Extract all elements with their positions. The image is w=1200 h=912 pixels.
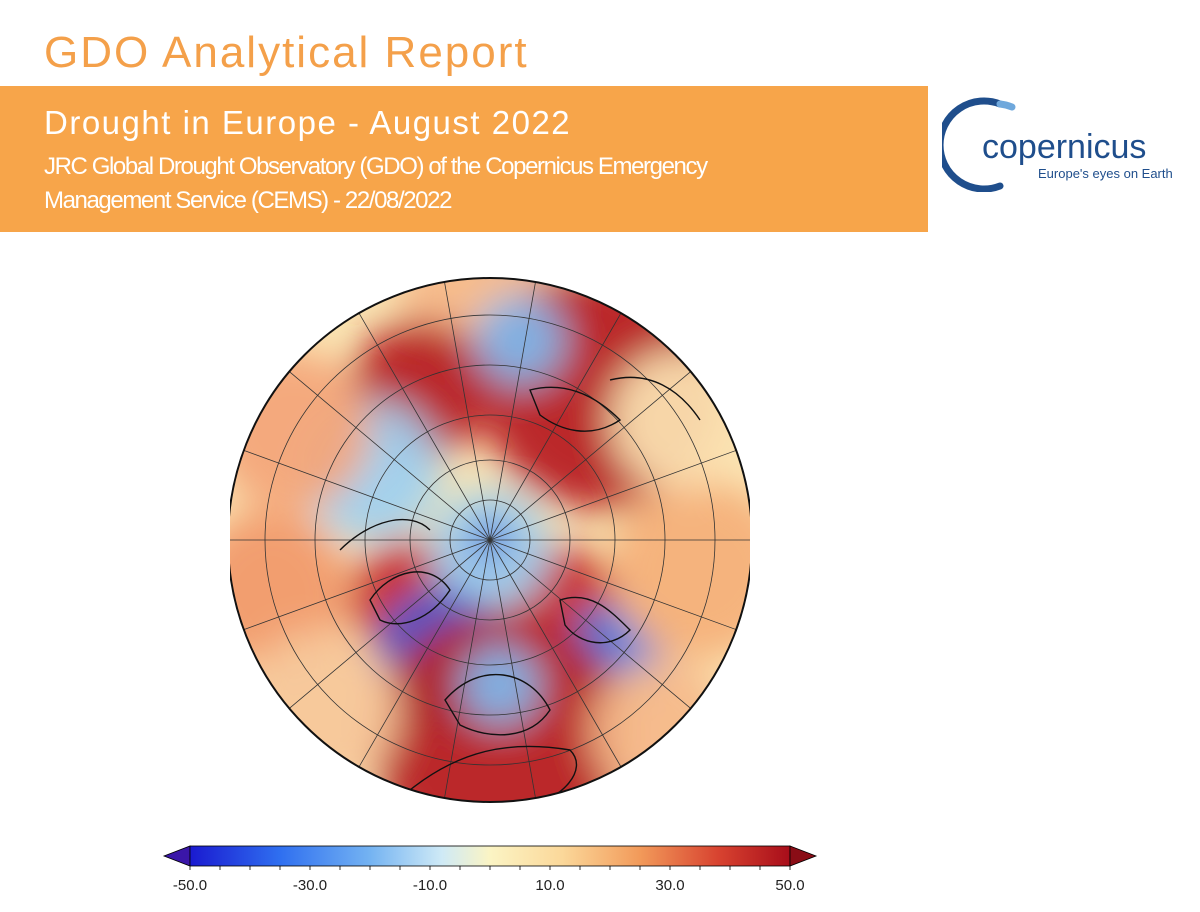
meridian xyxy=(282,539,491,714)
report-subtitle: JRC Global Drought Observatory (GDO) of … xyxy=(44,150,904,218)
meridian xyxy=(489,539,626,775)
anomaly-region xyxy=(240,630,400,790)
meridian xyxy=(489,278,538,541)
colorbar-high-arrow xyxy=(789,845,818,867)
title-banner: Drought in Europe - August 2022 JRC Glob… xyxy=(0,86,928,232)
logo-tagline: Europe's eyes on Earth xyxy=(1038,166,1173,181)
meridian xyxy=(282,366,491,541)
meridian xyxy=(489,305,626,541)
anomaly-region xyxy=(475,295,565,385)
colorbar-tick-label: -10.0 xyxy=(413,877,447,894)
colorbar-tick-label: 10.0 xyxy=(535,877,564,894)
subtitle-line-2: Management Service (CEMS) - 22/08/2022 xyxy=(44,187,452,214)
colorbar-tick-label: 50.0 xyxy=(775,877,804,894)
subtitle-line-1: JRC Global Drought Observatory (GDO) of … xyxy=(44,153,708,180)
report-headline: Drought in Europe - August 2022 xyxy=(44,104,572,141)
meridian xyxy=(489,539,744,633)
colorbar-low-arrow xyxy=(162,845,191,867)
polar-drought-map xyxy=(227,270,753,810)
report-title: GDO Analytical Report xyxy=(44,28,529,77)
meridian xyxy=(489,539,698,714)
meridian xyxy=(442,539,491,802)
meridian xyxy=(489,539,538,802)
meridian xyxy=(489,447,744,541)
colorbar-tick-label: 30.0 xyxy=(655,877,684,894)
copernicus-logo: copernicus Europe's eyes on Earth xyxy=(936,92,1192,193)
meridian xyxy=(442,278,491,541)
anomaly-region xyxy=(370,610,630,802)
meridian xyxy=(236,447,491,541)
meridian xyxy=(489,366,698,541)
copernicus-logo-mark: copernicus Europe's eyes on Earth xyxy=(936,97,1173,193)
meridian xyxy=(236,539,491,633)
meridian xyxy=(354,305,491,541)
meridian xyxy=(354,539,491,775)
coastlines xyxy=(339,376,701,802)
colorbar-legend: -50.0 -30.0 -10.0 10.0 30.0 50.0 xyxy=(160,838,830,898)
colorbar-tick-label: -30.0 xyxy=(293,877,327,894)
colorbar-tick-label: -50.0 xyxy=(173,877,207,894)
colorbar-ramp xyxy=(189,845,791,867)
logo-wordmark: copernicus xyxy=(982,128,1146,166)
